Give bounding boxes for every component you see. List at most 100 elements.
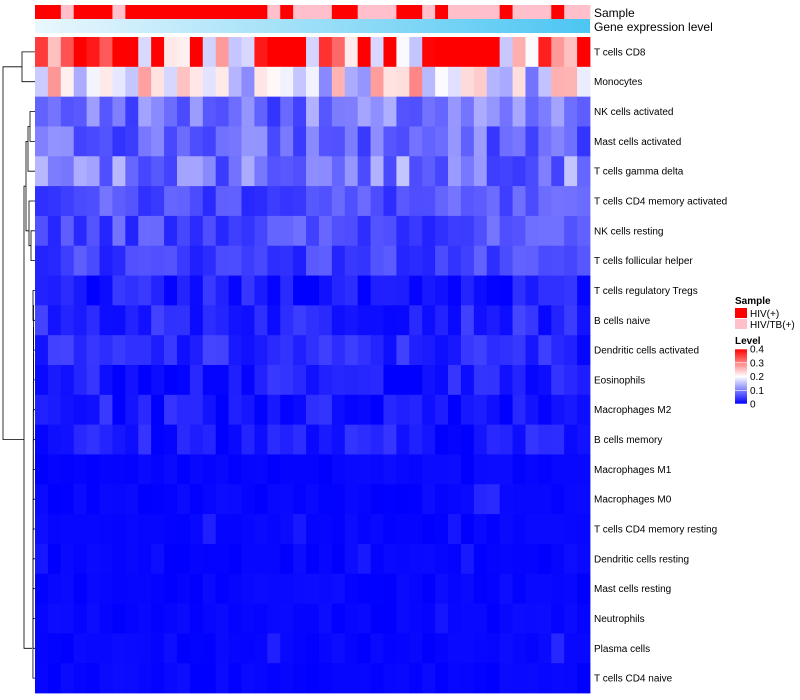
heatmap-cell xyxy=(202,603,217,634)
sample-cell xyxy=(422,5,436,19)
heatmap-cell xyxy=(422,186,436,217)
heatmap-cell xyxy=(138,484,152,515)
heatmap-cell xyxy=(512,543,526,575)
heatmap-cell xyxy=(448,603,462,634)
heatmap-cell xyxy=(460,663,475,694)
heatmap-cell xyxy=(344,186,359,217)
heatmap-cell xyxy=(73,365,88,396)
heatmap-cell xyxy=(551,424,565,455)
heatmap-cell xyxy=(280,603,294,634)
heatmap-cell xyxy=(293,215,307,247)
heatmap-cell xyxy=(357,484,371,515)
heatmap-cell xyxy=(202,215,217,247)
dendrogram-branch xyxy=(25,141,29,232)
heatmap-cell xyxy=(47,156,62,187)
heatmap-cell xyxy=(435,543,449,575)
heatmap-cell xyxy=(189,126,204,157)
level-ticks: 0.4 0.3 0.2 0.1 0 xyxy=(735,345,764,411)
heatmap-cell xyxy=(228,663,242,694)
heatmap-cell xyxy=(538,365,552,396)
heatmap-cell xyxy=(125,484,139,515)
heatmap-cell xyxy=(357,66,371,98)
sample-cell xyxy=(241,5,255,19)
sample-legend-title: Sample xyxy=(735,296,771,307)
heatmap-cell xyxy=(125,186,139,217)
heatmap-cell xyxy=(73,633,88,664)
heatmap-cell xyxy=(306,514,320,545)
heatmap-cell xyxy=(164,37,178,68)
heatmap-cell xyxy=(35,37,49,68)
heatmap-cell xyxy=(383,543,397,575)
heatmap-cell xyxy=(86,543,100,575)
heatmap-cell xyxy=(228,454,242,485)
heatmap-cell xyxy=(460,424,475,455)
heatmap-cell xyxy=(99,424,113,455)
heatmap-cell xyxy=(73,245,88,276)
heatmap-cell xyxy=(306,424,320,455)
heatmap-cell xyxy=(460,394,475,426)
heatmap-cell xyxy=(383,186,397,217)
heatmap-cell xyxy=(189,275,204,306)
heatmap-cell xyxy=(512,245,526,276)
heatmap-cell xyxy=(138,573,152,604)
heatmap-cell xyxy=(267,156,281,187)
heatmap-cell xyxy=(138,245,152,276)
heatmap-cell xyxy=(306,215,320,247)
heatmap-cell xyxy=(525,96,539,127)
heatmap-cell xyxy=(473,215,488,247)
heatmap-cell xyxy=(460,603,475,634)
heatmap-cell xyxy=(344,335,359,366)
heatmap-cell xyxy=(460,186,475,217)
sample-cell xyxy=(176,5,191,19)
heatmap-cell xyxy=(409,335,423,366)
heatmap-cell xyxy=(60,454,75,485)
heatmap-cell xyxy=(409,156,423,187)
heatmap-cell xyxy=(254,305,268,336)
heatmap-cell xyxy=(486,66,501,98)
heatmap-cell xyxy=(86,156,100,187)
heatmap-cell xyxy=(47,633,62,664)
heatmap-cell xyxy=(422,305,436,336)
heatmap-cell xyxy=(564,573,578,604)
heatmap-cell xyxy=(486,215,501,247)
heatmap-cell xyxy=(189,454,204,485)
sample-cell xyxy=(164,5,178,19)
heatmap-cell xyxy=(164,305,178,336)
heatmap-cell xyxy=(448,96,462,127)
heatmap-cell xyxy=(318,186,333,217)
heatmap-cell xyxy=(60,424,75,455)
heatmap-cell xyxy=(538,245,552,276)
heatmap-cell xyxy=(435,126,449,157)
heatmap-cell xyxy=(396,37,410,68)
heatmap-cell xyxy=(306,186,320,217)
heatmap-cell xyxy=(60,365,75,396)
heatmap-cell xyxy=(370,484,384,515)
heatmap-cell xyxy=(435,633,449,664)
heatmap-cell xyxy=(254,454,268,485)
heatmap-cell xyxy=(241,305,255,336)
heatmap-cell xyxy=(422,543,436,575)
heatmap-cell xyxy=(344,663,359,694)
sample-cell xyxy=(512,5,526,19)
heatmap-cell xyxy=(306,394,320,426)
heatmap-cell xyxy=(460,365,475,396)
heatmap-cell xyxy=(318,126,333,157)
heatmap-cell xyxy=(435,37,449,68)
heatmap-cell xyxy=(280,215,294,247)
heatmap-cell xyxy=(331,245,346,276)
heatmap-cell xyxy=(344,514,359,545)
heatmap-cell xyxy=(396,424,410,455)
heatmap-cell xyxy=(551,633,565,664)
heatmap-cell xyxy=(551,573,565,604)
heatmap-cell xyxy=(383,335,397,366)
heatmap-cell xyxy=(499,633,513,664)
heatmap-cell xyxy=(293,365,307,396)
heatmap-cell xyxy=(215,424,230,455)
heatmap-cell xyxy=(525,66,539,98)
heatmap-cell xyxy=(551,37,565,68)
heatmap-cell xyxy=(60,484,75,515)
heatmap-cell xyxy=(164,633,178,664)
heatmap-cell xyxy=(280,454,294,485)
heatmap-cell xyxy=(577,245,591,276)
heatmap-cell xyxy=(254,186,268,217)
